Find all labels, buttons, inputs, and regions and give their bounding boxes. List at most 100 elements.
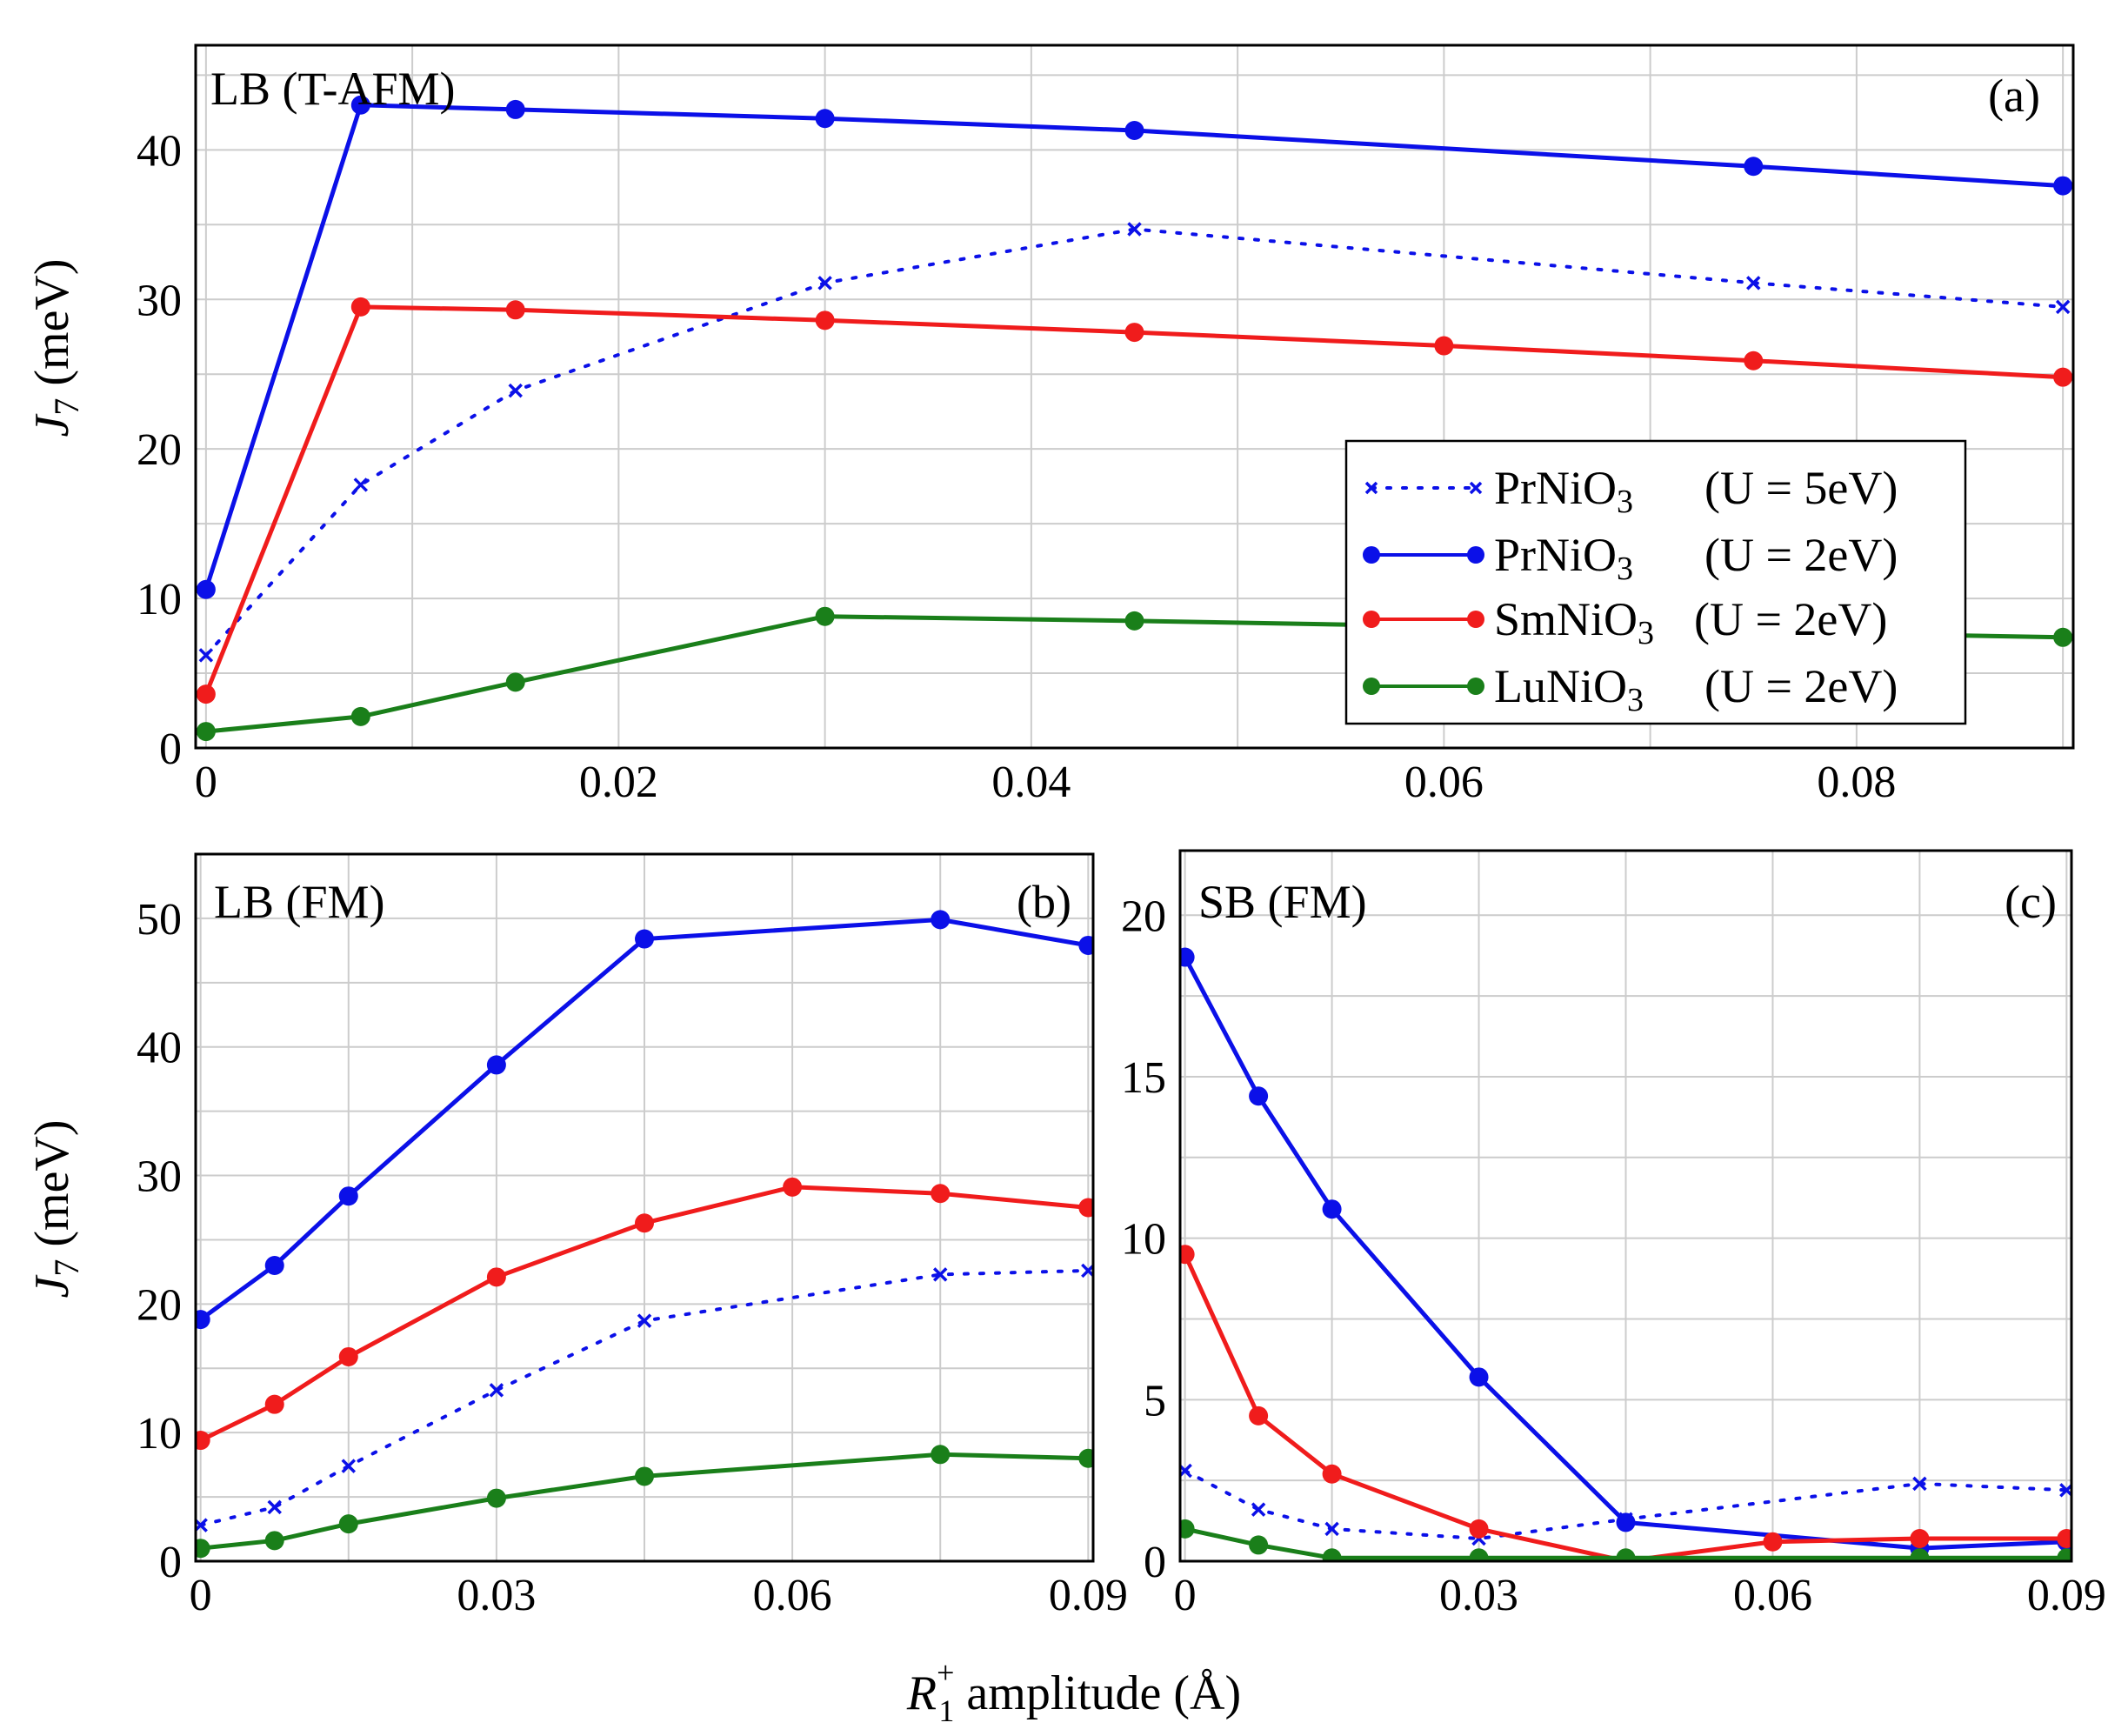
data-point (486, 1267, 506, 1287)
data-point (1744, 351, 1764, 371)
x-tick-label: 0 (190, 1571, 212, 1620)
data-point (196, 722, 216, 742)
panel-a-label: (a) (1988, 70, 2040, 122)
data-point-x (1127, 222, 1142, 237)
data-point (350, 706, 370, 726)
data-point (1469, 1367, 1489, 1387)
legend-marker-dot-right (1467, 546, 1484, 564)
legend-formula: LuNiO (1494, 660, 1627, 712)
x-tick-label: 0 (195, 758, 217, 807)
y-tick-label: 30 (137, 276, 182, 325)
shared-xlabel: R+ 1 amplitude (Å) (906, 1655, 1241, 1728)
panel-c-label: (c) (2005, 876, 2057, 928)
y-tick-label: 30 (137, 1152, 182, 1202)
data-point (1616, 1548, 1636, 1561)
panel-b-series (196, 910, 1093, 1559)
data-point-x (341, 1459, 357, 1473)
panel-a-xtick-labels: 0 0.02 0.04 0.06 0.08 (195, 758, 1897, 807)
panel-c-grid (1180, 851, 2071, 1562)
data-point (2053, 367, 2073, 387)
data-point-x (489, 1383, 504, 1398)
data-point (196, 684, 216, 704)
panel-b-title: LB (FM) (214, 876, 385, 928)
data-point (1744, 157, 1764, 177)
legend-label-prnio3-u2: PrNiO3 (U = 2eV) (1494, 529, 1898, 587)
data-point (1910, 1529, 1930, 1549)
data-point-x (817, 276, 832, 290)
data-point (2057, 1529, 2071, 1549)
data-point (1078, 1448, 1093, 1468)
data-point (338, 1346, 358, 1366)
legend-marker-x-right (1469, 481, 1483, 495)
panel-a-title: LB (T-AFM) (210, 63, 456, 115)
data-point-x (2055, 299, 2071, 315)
data-point (505, 99, 525, 119)
panel-c-title: SB (FM) (1198, 876, 1367, 928)
data-point (350, 95, 370, 115)
data-point (2053, 176, 2073, 196)
data-point (1180, 1519, 1195, 1539)
legend-entry-smnio3-u2: SmNiO3 (U = 2eV) (1363, 593, 1887, 651)
x-tick-label: 0.09 (2027, 1571, 2106, 1620)
y-tick-label: 5 (1144, 1376, 1166, 1426)
legend-formula: PrNiO (1494, 462, 1617, 514)
panel-b-ylabel-symbol: J (25, 1274, 79, 1299)
data-point (505, 300, 525, 320)
data-point-x (508, 383, 523, 398)
data-point (486, 1488, 506, 1508)
legend: PrNiO3 (U = 5eV) PrNiO3 (U = 2eV) SmNiO3 (U… (1344, 439, 1967, 725)
data-point-x (353, 477, 369, 492)
data-point (1763, 1532, 1783, 1552)
data-point (635, 1213, 654, 1233)
data-point-x (1746, 276, 1761, 290)
data-point (338, 1186, 358, 1206)
panel-b-ylabel-unit: (meV) (25, 1119, 79, 1259)
legend-formula-sub: 3 (1617, 551, 1633, 587)
x-tick-label: 0 (1174, 1571, 1197, 1620)
y-tick-label: 10 (137, 575, 182, 624)
panel-b-label: (b) (1017, 876, 1071, 928)
x-tick-label: 0.02 (579, 758, 658, 807)
data-point (1322, 1199, 1342, 1219)
data-point (1434, 336, 1454, 356)
series-line (205, 614, 2064, 734)
data-point (1249, 1535, 1269, 1555)
x-tick-label: 0.09 (1049, 1571, 1128, 1620)
legend-condition: (U = 2eV) (1694, 593, 1887, 645)
y-tick-label: 10 (137, 1409, 182, 1459)
panel-c-frame (1178, 849, 2073, 1563)
legend-entry-lunio3-u2: LuNiO3 (U = 2eV) (1363, 660, 1898, 718)
x-tick-label: 0.03 (457, 1571, 536, 1620)
data-point (815, 109, 835, 129)
data-point (2057, 1548, 2071, 1561)
data-point-x (198, 648, 214, 663)
data-point (196, 1539, 210, 1559)
data-point (635, 929, 654, 949)
data-point (264, 1256, 284, 1276)
data-point (1124, 611, 1144, 631)
legend-condition: (U = 2eV) (1704, 660, 1898, 712)
data-point (196, 579, 216, 599)
panel-b: 0 0.03 0.06 0.09 0 10 20 30 40 50 LB (FM) (b) J7… (25, 852, 1128, 1620)
y-tick-label: 0 (1144, 1538, 1166, 1587)
y-tick-label: 20 (137, 425, 182, 475)
data-point (1322, 1548, 1342, 1561)
data-point (486, 1055, 506, 1075)
panel-b-ytick-labels: 0 10 20 30 40 50 (137, 895, 182, 1587)
x-tick-label: 0.08 (1817, 758, 1896, 807)
legend-formula-sub: 3 (1617, 484, 1633, 520)
data-point (783, 1177, 803, 1197)
x-tick-label: 0.03 (1439, 1571, 1518, 1620)
legend-condition: (U = 2eV) (1704, 529, 1898, 581)
y-tick-label: 40 (137, 1024, 182, 1073)
legend-marker-dot-right (1467, 611, 1484, 628)
series-line (1183, 1253, 2067, 1561)
data-point (264, 1394, 284, 1414)
panel-a-frame (194, 43, 2075, 750)
data-point (196, 1431, 210, 1451)
data-point (931, 1445, 951, 1465)
data-point-x (932, 1267, 948, 1282)
panel-b-ylabel-sub: 7 (47, 1259, 86, 1277)
legend-marker-dot-right (1467, 678, 1484, 695)
data-point-x (1251, 1502, 1266, 1517)
